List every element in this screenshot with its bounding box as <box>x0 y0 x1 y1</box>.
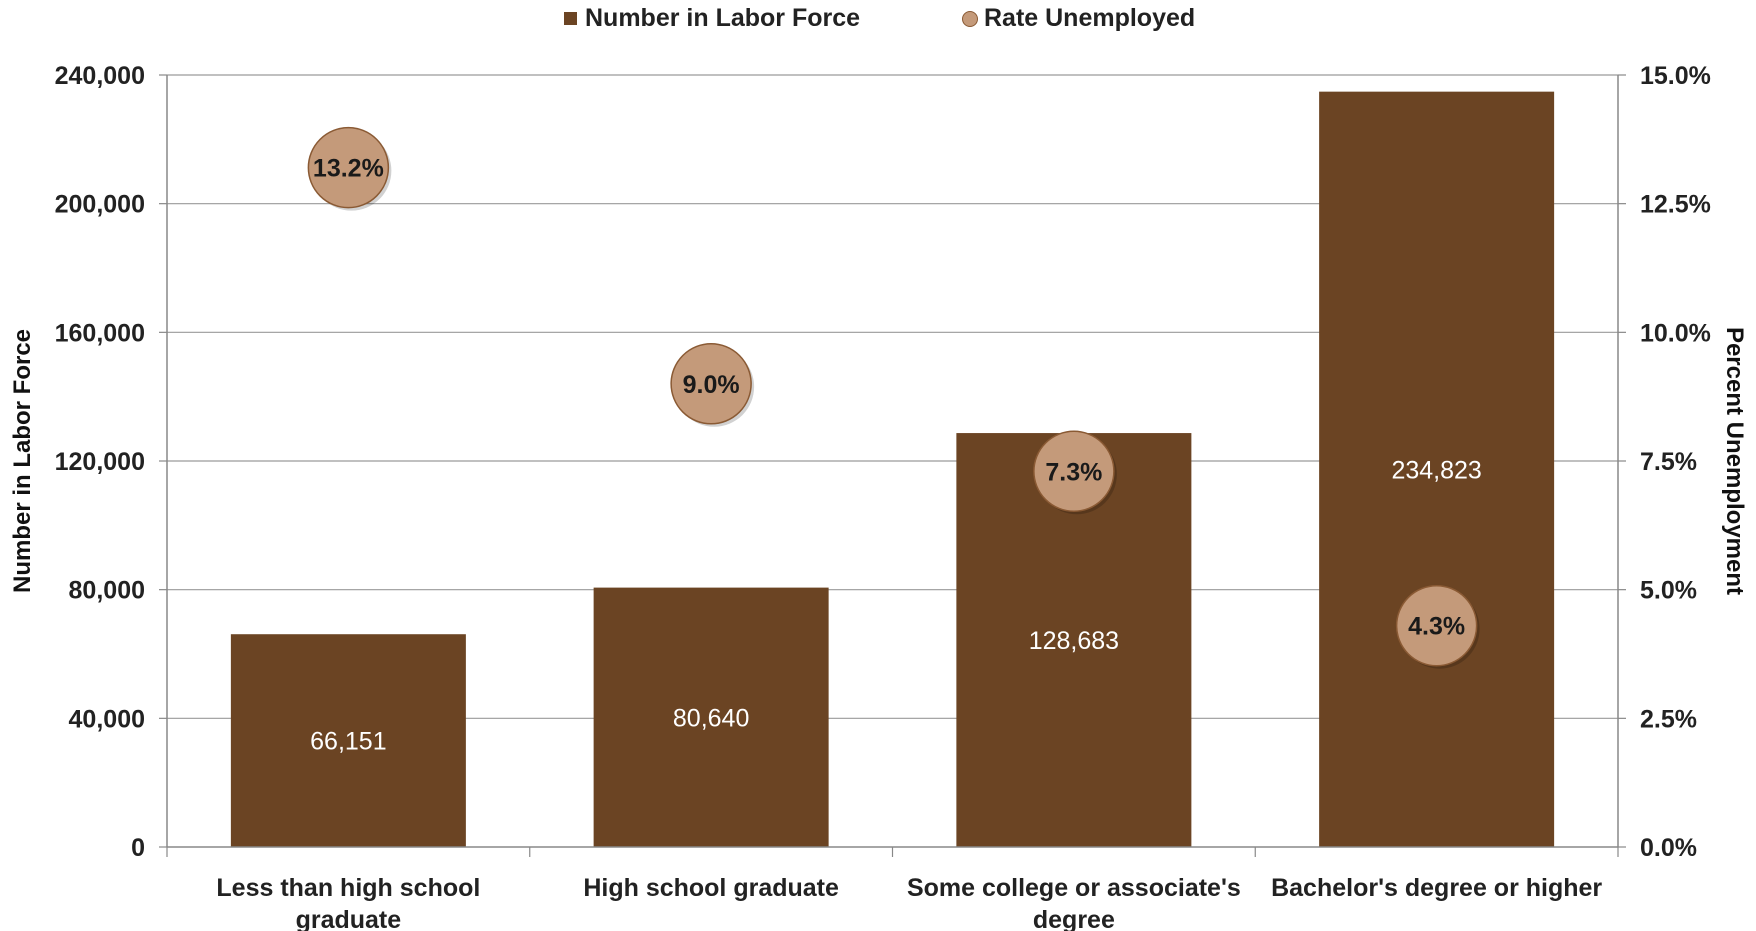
legend-swatch-square <box>564 12 577 25</box>
bar-value-label: 128,683 <box>1029 627 1119 655</box>
bar <box>593 587 829 847</box>
marker-layer: 13.2% 9.0% 7.3% 4.3% <box>307 126 1480 669</box>
x-tick-label: degree <box>1033 906 1115 931</box>
y2-tick-label: 7.5% <box>1640 448 1697 476</box>
rate-marker-label: 13.2% <box>313 155 384 183</box>
chart-legend: Number in Labor Force Rate Unemployed <box>0 4 1756 38</box>
rate-marker <box>307 126 390 209</box>
bar-value-label: 80,640 <box>673 704 749 732</box>
rate-marker-label: 4.3% <box>1408 613 1465 641</box>
x-tick-label: graduate <box>296 906 402 931</box>
y-tick-label: 120,000 <box>55 448 145 476</box>
rate-marker-label: 9.0% <box>683 371 740 399</box>
axis-layer: 0 0.0% 40,000 2.5% 80,000 5.0% 120,000 7.5% 160,… <box>9 62 1748 931</box>
x-tick-label: High school graduate <box>583 874 839 902</box>
bar <box>1319 91 1555 847</box>
y-tick-label: 0 <box>131 834 145 862</box>
y2-tick-label: 10.0% <box>1640 319 1711 347</box>
y-tick-label: 80,000 <box>69 577 145 605</box>
y2-tick-label: 12.5% <box>1640 191 1711 219</box>
rate-marker <box>1395 584 1478 667</box>
y2-tick-label: 0.0% <box>1640 834 1697 862</box>
legend-label-labor-force: Number in Labor Force <box>585 4 861 32</box>
y-tick-label: 40,000 <box>69 705 145 733</box>
legend-swatch-circle <box>962 10 978 27</box>
x-tick-label: Some college or associate's <box>907 874 1241 902</box>
y2-tick-label: 15.0% <box>1640 62 1711 90</box>
rate-marker <box>1033 430 1115 513</box>
legend-label-rate-unemployed: Rate Unemployed <box>984 4 1196 32</box>
bar <box>230 634 466 847</box>
y-axis-title: Number in Labor Force <box>9 329 36 593</box>
y-tick-label: 200,000 <box>55 191 145 219</box>
x-tick-label: Less than high school <box>216 874 480 902</box>
x-tick-label: Bachelor's degree or higher <box>1271 874 1602 902</box>
bar-layer: 66,151 80,640 128,683 234,823 <box>230 91 1555 847</box>
y2-axis-title: Percent Unemployment <box>1721 327 1748 595</box>
bar-value-label: 66,151 <box>310 728 386 756</box>
y-tick-label: 240,000 <box>55 62 145 90</box>
y-tick-label: 160,000 <box>55 319 145 347</box>
y2-tick-label: 2.5% <box>1640 705 1697 733</box>
y2-tick-label: 5.0% <box>1640 577 1697 605</box>
legend-item-rate-unemployed: Rate Unemployed <box>962 4 1195 33</box>
rate-marker-label: 7.3% <box>1045 458 1102 486</box>
rate-marker <box>670 343 752 425</box>
legend-item-labor-force: Number in Labor Force <box>564 4 860 33</box>
bar-value-label: 234,823 <box>1391 456 1481 484</box>
